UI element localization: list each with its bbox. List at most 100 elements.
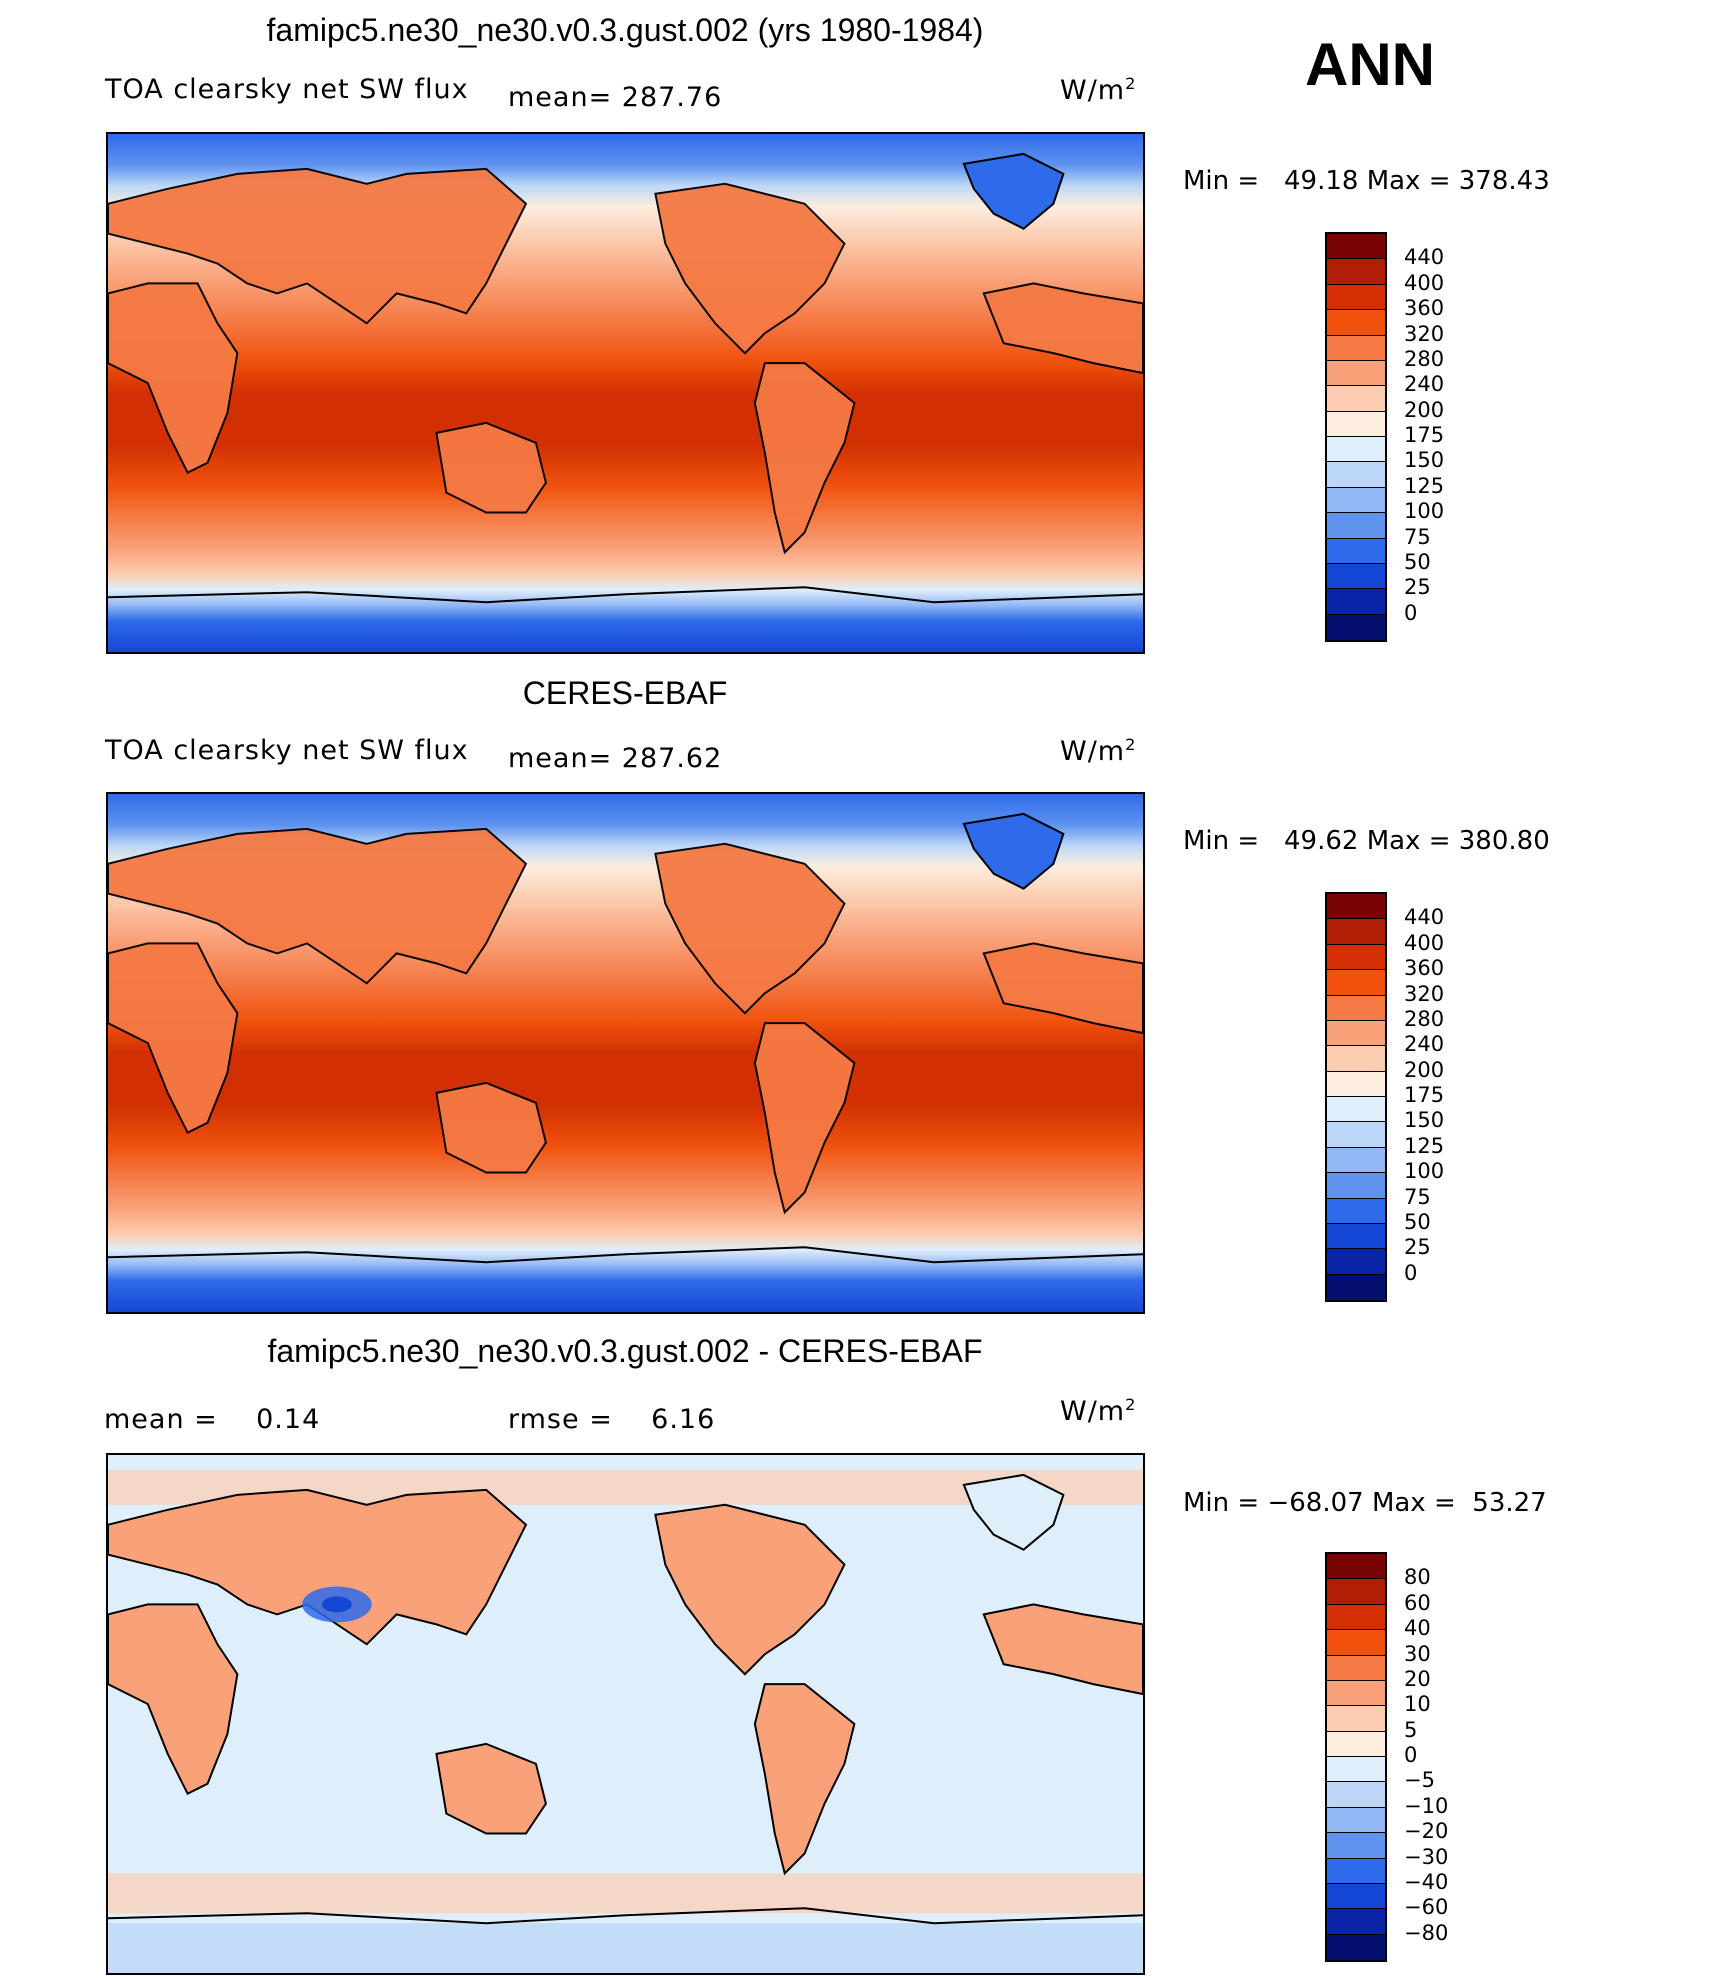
mean-stat-model: mean= 287.76: [508, 82, 723, 113]
colorbar-model-segment: [1327, 259, 1385, 285]
rmse-stat-diff: rmse = 6.16: [508, 1404, 716, 1435]
colorbar-diff-segment: [1327, 1807, 1385, 1834]
colorbar-model-tick-label: 100: [1404, 499, 1445, 524]
colorbar-diff-segment: [1327, 1655, 1385, 1681]
colorbar-diff-segment: [1327, 1630, 1385, 1656]
colorbar-model-segment: [1327, 462, 1385, 488]
colorbar-model-segment: [1327, 563, 1385, 590]
colorbar-model-tick-label: 25: [1404, 575, 1431, 600]
colorbar-obs-tick-label: 100: [1404, 1159, 1445, 1184]
colorbar-obs-segment: [1327, 1223, 1385, 1250]
colorbar-model-tick-label: 175: [1404, 423, 1445, 447]
colorbar-diff-tick-label: 30: [1404, 1641, 1431, 1666]
colorbar-diff-tick-label: 10: [1404, 1692, 1431, 1717]
colorbar-obs-segment: [1327, 1173, 1385, 1199]
map-diff-svg: [108, 1455, 1143, 1973]
minmax-obs: Min = 49.62 Max = 380.80: [1183, 826, 1550, 856]
colorbar-obs-tick-label: 200: [1404, 1057, 1445, 1082]
colorbar-model-segment: [1327, 234, 1385, 260]
colorbar-obs-segment: [1327, 919, 1385, 945]
map-model: [106, 132, 1145, 654]
colorbar-diff-segment: [1327, 1757, 1385, 1783]
colorbar-diff-segment: [1327, 1731, 1385, 1757]
colorbar-obs-tick-label: 75: [1404, 1184, 1431, 1209]
colorbar-ticks-model: 440 400 360 320 280 240 200 175 150 125 100 75 50 25 0: [1404, 232, 1484, 642]
colorbar-model-tick-label: 200: [1404, 397, 1445, 422]
colorbar-obs-segment: [1327, 1198, 1385, 1224]
colorbar-obs-segment: [1327, 1122, 1385, 1148]
colorbar-model-tick-label: 320: [1404, 321, 1445, 346]
minmax-diff: Min = −68.07 Max = 53.27: [1183, 1488, 1547, 1518]
colorbar-diff-tick-label: 80: [1404, 1565, 1431, 1590]
colorbar-obs-tick-label: 400: [1404, 930, 1445, 955]
colorbar-diff-segment: [1327, 1833, 1385, 1859]
variable-label-obs: TOA clearsky net SW flux: [105, 735, 469, 766]
units-label-model: W/m2: [1060, 74, 1137, 106]
colorbar-model-segment: [1327, 284, 1385, 311]
colorbar-obs-segment: [1327, 1147, 1385, 1174]
panel-title-diff: famipc5.ne30_ne30.v0.3.gust.002 - CERES-…: [267, 1333, 983, 1369]
mean-value-obs: 287.62: [621, 743, 723, 774]
colorbar-model-tick-label: 75: [1404, 524, 1431, 549]
mean-value-model: 287.76: [621, 82, 723, 113]
colorbar-model-segment: [1327, 513, 1385, 539]
colorbar-obs-tick-label: 0: [1404, 1260, 1418, 1285]
panel-title-obs: CERES-EBAF: [522, 675, 728, 711]
colorbar-obs-segment: [1327, 970, 1385, 996]
colorbar-obs-tick-label: 240: [1404, 1032, 1445, 1057]
colorbar-diff-tick-label: 5: [1404, 1717, 1418, 1742]
colorbar-model-tick-label: 360: [1404, 296, 1445, 321]
mean-value-diff: 0.14: [256, 1404, 321, 1435]
colorbar-obs-segment: [1327, 1249, 1385, 1275]
colorbar-diff-tick-label: −20: [1404, 1819, 1449, 1844]
colorbar-obs-tick-label: 175: [1404, 1083, 1445, 1107]
colorbar-obs-segment: [1327, 894, 1385, 920]
colorbar-model-tick-label: 125: [1404, 473, 1445, 498]
colorbar-model-segment: [1327, 437, 1385, 463]
colorbar-model-segment: [1327, 614, 1385, 640]
colorbar-obs-segment: [1327, 1097, 1385, 1123]
colorbar-model-tick-label: 150: [1404, 448, 1445, 473]
variable-label-model: TOA clearsky net SW flux: [105, 74, 469, 105]
colorbar-model-segment: [1327, 589, 1385, 615]
colorbar-diff: [1325, 1552, 1387, 1962]
mean-stat-diff: mean = 0.14: [104, 1404, 321, 1435]
colorbar-model-segment: [1327, 310, 1385, 336]
colorbar-model-segment: [1327, 487, 1385, 514]
map-diff: [106, 1453, 1145, 1975]
colorbar-model-tick-label: 400: [1404, 270, 1445, 295]
colorbar-model-segment: [1327, 538, 1385, 564]
colorbar-diff-segment: [1327, 1883, 1385, 1910]
colorbar-diff-tick-label: −5: [1404, 1768, 1435, 1793]
colorbar-diff-tick-label: −40: [1404, 1869, 1449, 1894]
colorbar-diff-segment: [1327, 1706, 1385, 1732]
colorbar-model-tick-label: 50: [1404, 549, 1431, 574]
colorbar-diff-segment: [1327, 1909, 1385, 1935]
colorbar-diff-tick-label: 60: [1404, 1590, 1431, 1615]
colorbar-model-tick-label: 0: [1404, 600, 1418, 625]
colorbar-obs-tick-label: 50: [1404, 1209, 1431, 1234]
colorbar-diff-tick-label: −80: [1404, 1920, 1449, 1945]
colorbar-obs-segment: [1327, 1274, 1385, 1300]
colorbar-model-tick-label: 280: [1404, 346, 1445, 371]
colorbar-ticks-diff: 80 60 40 30 20 10 5 0 −5 −10 −20 −30 −40 −60 −80: [1404, 1552, 1494, 1962]
colorbar-obs-tick-label: 440: [1404, 905, 1445, 930]
season-label: ANN: [1305, 31, 1435, 98]
colorbar-diff-tick-label: 20: [1404, 1666, 1431, 1691]
map-model-svg: [108, 134, 1143, 652]
colorbar-diff-segment: [1327, 1858, 1385, 1884]
colorbar-obs-tick-label: 125: [1404, 1133, 1445, 1158]
colorbar-diff-tick-label: −60: [1404, 1895, 1449, 1920]
colorbar-model-segment: [1327, 360, 1385, 387]
colorbar-model-tick-label: 440: [1404, 245, 1445, 270]
colorbar-diff-segment: [1327, 1934, 1385, 1960]
colorbar-diff-segment: [1327, 1604, 1385, 1631]
colorbar-diff-segment: [1327, 1554, 1385, 1580]
rmse-value-diff: 6.16: [651, 1404, 716, 1435]
colorbar-diff-tick-label: 40: [1404, 1616, 1431, 1641]
colorbar-diff-segment: [1327, 1782, 1385, 1808]
mean-stat-obs: mean= 287.62: [508, 743, 723, 774]
colorbar-model-segment: [1327, 411, 1385, 437]
colorbar-model-tick-label: 240: [1404, 372, 1445, 397]
colorbar-diff-segment: [1327, 1579, 1385, 1605]
